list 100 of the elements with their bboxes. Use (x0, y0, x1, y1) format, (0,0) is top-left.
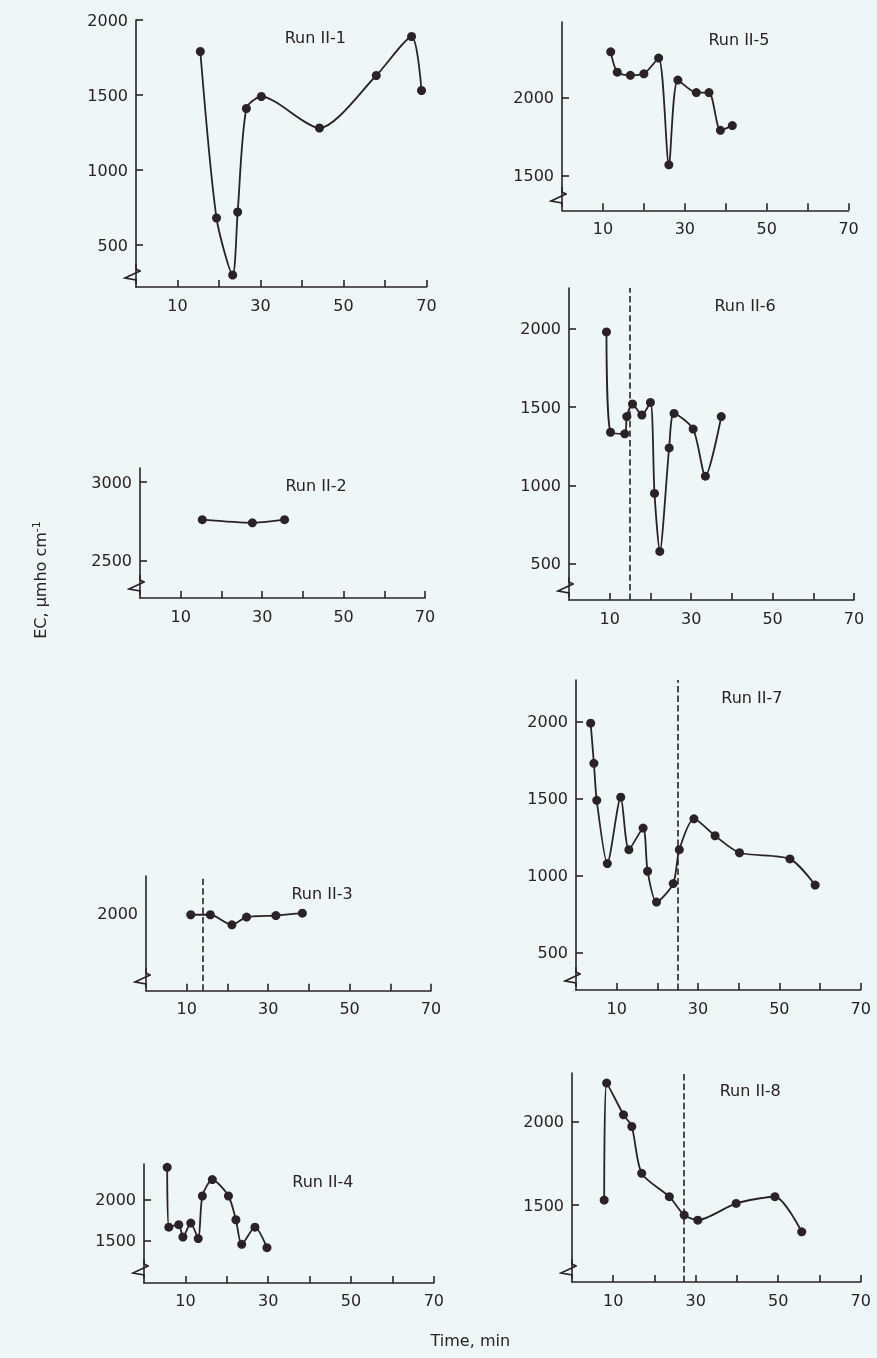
x-tick-label: 50 (768, 1290, 789, 1310)
point (586, 718, 596, 728)
point (232, 207, 242, 217)
point (688, 424, 698, 434)
point (620, 429, 630, 439)
point (205, 910, 215, 920)
x-tick-label: 30 (249, 295, 271, 315)
point (178, 1231, 188, 1241)
x-tick-label: 50 (756, 218, 778, 238)
y-tick-label: 500 (96, 235, 128, 255)
y-tick-label: 2000 (520, 319, 562, 339)
point (619, 1110, 629, 1120)
y-tick-label: 1500 (94, 1230, 136, 1250)
point (650, 488, 660, 498)
point (241, 104, 251, 113)
x-tick-label: 30 (675, 218, 696, 238)
y-tick-label: 1000 (527, 866, 568, 886)
x-tick-label: 30 (681, 608, 702, 628)
y-tick-label: 500 (537, 943, 568, 963)
point (693, 1215, 703, 1225)
y-axis-title: EC, μmho cm-1 (29, 521, 50, 639)
text: Run II-6 (714, 295, 776, 315)
text: Run II-8 (719, 1080, 781, 1100)
y-tick-label: 1500 (520, 397, 562, 417)
point (599, 1195, 609, 1205)
x-tick-label: 70 (838, 218, 860, 238)
point (602, 327, 612, 337)
x-tick-label: 10 (176, 999, 197, 1019)
point (731, 1198, 741, 1208)
x-tick-label: 30 (257, 999, 278, 1019)
x-tick-label: 50 (340, 1290, 361, 1310)
x-tick-label: 30 (687, 998, 709, 1018)
point (664, 443, 674, 453)
x-tick-label: 10 (170, 606, 191, 626)
point (297, 908, 307, 918)
point (371, 71, 381, 80)
point (416, 86, 426, 95)
point (701, 471, 711, 481)
point (669, 408, 679, 418)
point (626, 70, 636, 80)
point (207, 1174, 217, 1184)
x-tick-label: 70 (850, 998, 871, 1018)
x-tick-label: 10 (606, 998, 627, 1018)
point (231, 1214, 241, 1224)
y-tick-label: 3000 (90, 472, 132, 492)
x-tick-label: 50 (332, 295, 354, 315)
point (223, 1190, 233, 1200)
x-tick-label: 30 (251, 606, 273, 626)
x-tick-label: 10 (603, 1290, 624, 1310)
y-tick-label: 1500 (527, 789, 568, 809)
point (664, 1192, 674, 1202)
x-tick-label: 70 (844, 608, 865, 628)
point (195, 47, 205, 56)
point (173, 1219, 183, 1229)
point (406, 32, 416, 41)
point (270, 911, 280, 921)
x-tick-label: 70 (415, 295, 437, 315)
text: Run II-2 (285, 475, 347, 495)
point (728, 120, 738, 130)
x-tick-label: 10 (593, 218, 614, 238)
chart-title: Run II-5 (708, 29, 770, 49)
y-tick-label: 2000 (94, 1189, 136, 1209)
point (655, 546, 665, 556)
point (227, 270, 237, 280)
point (652, 897, 662, 907)
point (314, 123, 324, 133)
point (236, 1239, 246, 1249)
point (602, 859, 612, 869)
x-tick-label: 70 (423, 1290, 444, 1310)
x-tick-label: 30 (685, 1290, 706, 1310)
x-tick-label: 50 (769, 998, 790, 1018)
y-tick-label: 1000 (86, 160, 128, 180)
y-tick-label: 2000 (527, 712, 568, 732)
point (785, 854, 795, 864)
text: Run II-1 (284, 27, 346, 47)
point (638, 823, 648, 833)
point (606, 47, 616, 56)
point (668, 879, 678, 889)
point (613, 67, 623, 77)
point (624, 845, 634, 855)
y-tick-label: 1000 (520, 476, 562, 496)
point (227, 920, 236, 930)
point (193, 1233, 203, 1243)
point (185, 910, 195, 920)
point (185, 1218, 195, 1228)
point (654, 53, 664, 63)
point (637, 410, 647, 420)
y-tick-label: 1500 (86, 85, 128, 105)
x-tick-label: 30 (257, 1290, 279, 1310)
point (689, 814, 699, 824)
point (627, 1122, 637, 1131)
point (797, 1227, 807, 1237)
y-tick-label: 2000 (523, 1111, 564, 1131)
y-tick-label: 2000 (513, 87, 555, 107)
x-tick-label: 70 (850, 1290, 871, 1310)
point (197, 1190, 207, 1200)
x-tick-label: 70 (420, 999, 441, 1019)
y-tick-label: 1500 (513, 165, 555, 185)
point (241, 912, 251, 922)
point (716, 125, 726, 135)
